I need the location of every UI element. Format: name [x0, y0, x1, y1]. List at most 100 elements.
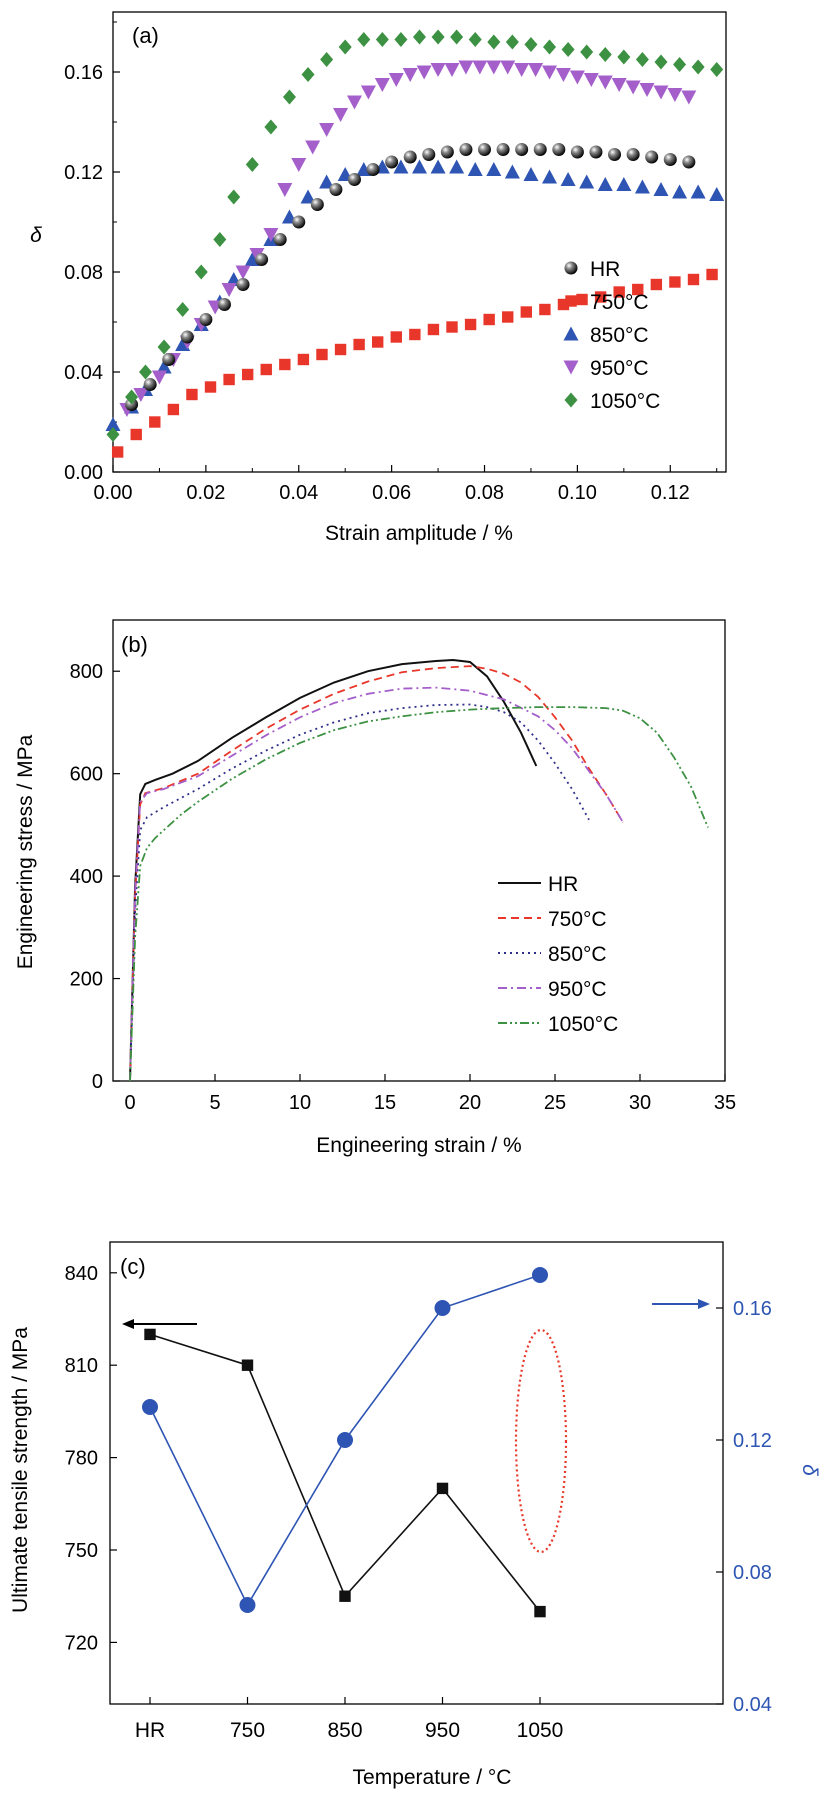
panel-b-curves — [129, 658, 709, 1082]
curve-dashdotdot — [129, 706, 709, 1082]
data-point-diamond — [431, 29, 445, 45]
data-point-diamond — [157, 339, 171, 355]
data-point-sphere — [310, 198, 324, 211]
data-point-triangle-down — [291, 158, 307, 172]
data-point-square — [483, 313, 495, 326]
data-point-sphere — [199, 313, 213, 326]
data-point-sphere — [478, 143, 492, 156]
x-tick-label: 0.02 — [186, 482, 225, 504]
data-point-triangle-down — [667, 88, 683, 102]
data-point-square — [353, 338, 365, 351]
x-tick-label: 950 — [425, 1719, 460, 1742]
data-point-sphere — [570, 145, 584, 159]
legend-label: HR — [590, 258, 620, 281]
panel-c-left-y-axis: 720 750 780 810 840 — [65, 1263, 117, 1654]
data-point-square — [111, 446, 124, 458]
data-point-diamond — [450, 29, 464, 45]
data-point-diamond — [139, 364, 153, 380]
data-point-circle — [434, 1300, 451, 1316]
data-point-square — [409, 328, 421, 341]
panel-a-frame — [112, 11, 727, 473]
x-tick-label: 0.04 — [279, 482, 318, 504]
legend-label: 850°C — [590, 324, 649, 347]
data-point-diamond — [561, 42, 575, 57]
x-tick-label: 750 — [230, 1719, 265, 1742]
data-point-triangle-down — [486, 60, 502, 75]
panel-c-right-y-axis: 0.04 0.08 0.12 0.16 — [716, 1298, 772, 1716]
data-point-square — [144, 1328, 156, 1341]
panel-a-x-label: Strain amplitude / % — [325, 522, 513, 545]
data-point-sphere — [552, 143, 566, 156]
data-point-square — [390, 331, 402, 343]
y-tick-label: 750 — [65, 1540, 98, 1562]
data-point-sphere — [236, 278, 250, 291]
left-axis-arrow — [122, 1319, 197, 1329]
x-tick-label: 35 — [714, 1092, 736, 1114]
data-point-circle — [239, 1597, 256, 1613]
data-point-diamond — [710, 62, 724, 77]
data-point-sphere — [422, 148, 436, 161]
y-tick-label: 780 — [65, 1448, 98, 1470]
data-point-diamond — [673, 57, 687, 72]
data-point-triangle-down — [277, 183, 293, 197]
data-point-triangle-down — [416, 65, 432, 80]
data-point-sphere — [589, 145, 603, 159]
legend-marker — [563, 326, 579, 341]
data-point-diamond — [413, 29, 426, 45]
y-tick-label: 0.00 — [64, 462, 103, 484]
curve-dashdot — [129, 686, 624, 1082]
x-tick-label: 0.06 — [372, 482, 411, 504]
data-point-diamond — [543, 39, 557, 55]
panel-b: (b) 0 5 10 15 20 25 30 35 0 200 400 600 800 HR 750°C… — [14, 619, 736, 1157]
x-tick-label: 0.10 — [558, 482, 597, 504]
data-point-triangle-up — [393, 159, 409, 174]
data-point-diamond — [375, 32, 389, 47]
data-point-triangle-up — [597, 177, 613, 191]
data-point-diamond — [357, 32, 371, 47]
x-tick-label: 1050 — [517, 1719, 564, 1742]
data-point-sphere — [403, 150, 417, 164]
data-point-square — [520, 306, 533, 318]
legend-marker — [564, 261, 578, 275]
data-point-triangle-up — [634, 179, 650, 194]
data-point-triangle-down — [305, 140, 321, 155]
panel-c-right-y-label: δ — [798, 1464, 821, 1476]
data-point-diamond — [227, 189, 241, 205]
data-point-triangle-down — [611, 78, 627, 92]
data-point-triangle-up — [449, 159, 465, 174]
data-point-sphere — [459, 143, 473, 156]
data-point-sphere — [143, 378, 157, 391]
data-point-triangle-down — [472, 60, 488, 75]
data-point-sphere — [608, 148, 622, 161]
legend-label: 1050°C — [590, 390, 660, 413]
panel-b-label: (b) — [121, 632, 148, 657]
panel-c: (c) HR 750 850 950 1050 720 750 780 810 840 0.04… — [9, 1241, 821, 1789]
y-tick-label: 840 — [65, 1263, 98, 1285]
data-point-diamond — [125, 389, 139, 405]
data-point-sphere — [515, 143, 529, 156]
right-axis-arrow — [652, 1299, 710, 1309]
curve-dotted — [129, 703, 590, 1082]
data-point-square — [149, 416, 161, 428]
data-point-triangle-down — [235, 265, 251, 280]
data-point-sphere — [217, 298, 231, 311]
y-tick-label: 810 — [65, 1355, 98, 1377]
data-point-diamond — [487, 34, 501, 50]
data-point-square — [557, 298, 570, 311]
legend-label: 950°C — [548, 978, 607, 1001]
data-point-sphere — [292, 215, 306, 229]
x-tick-label: 10 — [289, 1092, 311, 1114]
data-point-triangle-up — [105, 417, 121, 431]
data-point-triangle-down — [263, 228, 279, 242]
panel-b-y-axis: 0 200 400 600 800 — [70, 661, 120, 1093]
data-point-square — [534, 1605, 546, 1618]
data-point-triangle-down — [500, 60, 516, 75]
data-point-triangle-down — [555, 68, 571, 82]
data-point-triangle-down — [360, 85, 376, 100]
panel-c-label: (c) — [120, 1254, 146, 1279]
x-tick-label: 15 — [374, 1092, 396, 1114]
legend-label: HR — [548, 873, 578, 896]
y-right-tick-label: 0.16 — [733, 1298, 772, 1320]
data-point-sphere — [329, 183, 343, 196]
